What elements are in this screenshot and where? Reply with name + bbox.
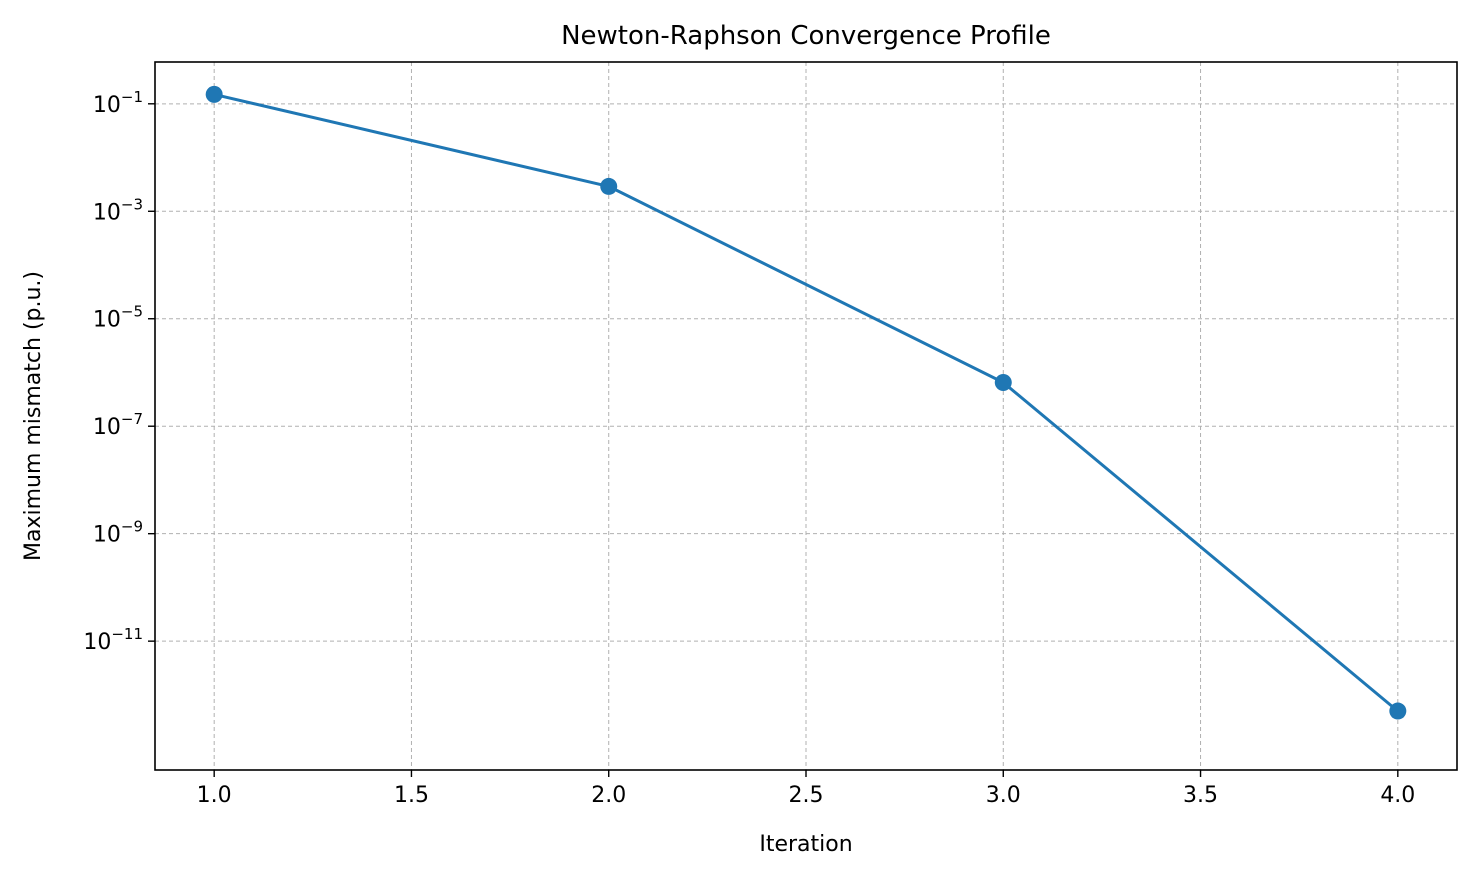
- x-tick-label: 4.0: [1380, 783, 1415, 808]
- chart-title: Newton-Raphson Convergence Profile: [561, 21, 1051, 51]
- y-axis-ticks: 10−1 10−3 10−5 10−7 10−9 10−11: [83, 88, 155, 655]
- data-point: [994, 374, 1012, 392]
- x-axis-ticks: 1.0 1.5 2.0 2.5 3.0 3.5 4.0: [197, 770, 1415, 808]
- x-tick-label: 3.5: [1183, 783, 1218, 808]
- x-tick-label: 2.5: [789, 783, 824, 808]
- series-layer: [205, 85, 1407, 720]
- y-tick-label: 10−11: [83, 625, 143, 655]
- y-axis-title: Maximum mismatch (p.u.): [21, 271, 46, 561]
- y-tick-label: 10−7: [93, 410, 143, 440]
- x-tick-label: 3.0: [986, 783, 1021, 808]
- data-point: [600, 177, 618, 195]
- grid: [155, 62, 1457, 770]
- y-tick-label: 10−5: [93, 303, 143, 333]
- y-tick-label: 10−3: [93, 195, 143, 225]
- y-tick-label: 10−9: [93, 518, 143, 548]
- x-tick-label: 1.5: [394, 783, 429, 808]
- x-tick-label: 1.0: [197, 783, 232, 808]
- data-point: [1389, 702, 1407, 720]
- data-point: [205, 85, 223, 103]
- y-tick-label: 10−1: [93, 88, 143, 118]
- x-tick-label: 2.0: [591, 783, 626, 808]
- series-line: [213, 92, 1399, 713]
- x-axis-title: Iteration: [759, 832, 852, 857]
